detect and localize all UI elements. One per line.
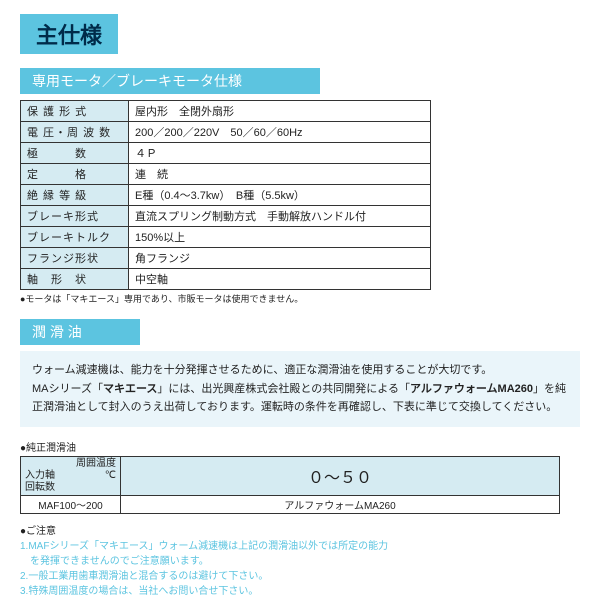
caution-list: 1.MAFシリーズ「マキエース」ウォーム減速機は上記の潤滑油以外では所定の能力 … [20,539,580,599]
desc-text: ウォーム減速機は、能力を十分発揮させるために、適正な潤滑油を使用することが大切で… [32,364,492,376]
desc-text: MAシリーズ「 [32,383,103,395]
motor-footnote: ●モータは「マキエース」専用であり、市販モータは使用できません。 [20,292,580,305]
spec-label: 軸 形 状 [21,269,129,290]
spec-value: ４Ｐ [129,143,431,164]
caution-item: 1.MAFシリーズ「マキエース」ウォーム減速機は上記の潤滑油以外では所定の能力 [20,539,580,554]
desc-text: 」には、出光興産株式会社殿との共同開発による「 [157,383,410,395]
spec-value: 150%以上 [129,227,431,248]
lube-col1-bot: 回転数 [25,482,116,494]
spec-value: 200／200／220V 50／60／60Hz [129,122,431,143]
spec-table: 保 護 形 式屋内形 全閉外扇形電 圧・周 波 数200／200／220V 50… [20,100,431,290]
spec-label: 絶 縁 等 級 [21,185,129,206]
spec-label: フランジ形状 [21,248,129,269]
spec-label: 極 数 [21,143,129,164]
spec-label: 電 圧・周 波 数 [21,122,129,143]
lube-col2-top: 周囲温度 [76,458,116,469]
main-title: 主仕様 [20,14,118,54]
lube-col1-top: 入力軸 [25,470,55,482]
desc-bold: アルファウォームMA260 [410,383,533,395]
spec-label: ブレーキ形式 [21,206,129,227]
spec-value: 連 続 [129,164,431,185]
lube-row-value: アルファウォームMA260 [121,496,560,514]
spec-value: 中空軸 [129,269,431,290]
spec-label: 保 護 形 式 [21,101,129,122]
lube-table: 入力軸 周囲温度 ℃ 回転数 ０～５０ MAF100～200 アルファウォームM… [20,456,560,514]
caution-item: 3.特殊周囲温度の場合は、当社へお問い合せ下さい。 [20,584,580,599]
lube-banner: 潤 滑 油 [20,319,140,345]
caution-title: ●ご注意 [20,522,580,537]
lube-col2-unit: ℃ [105,470,116,481]
lube-row-label: MAF100～200 [21,496,121,514]
desc-bold: マキエース [103,383,157,395]
spec-value: 屋内形 全閉外扇形 [129,101,431,122]
spec-label: 定 格 [21,164,129,185]
spec-label: ブレーキトルク [21,227,129,248]
lube-heading: ●純正潤滑油 [20,439,580,454]
spec-value: E種（0.4～3.7kw） B種（5.5kw） [129,185,431,206]
motor-spec-banner: 専用モータ／ブレーキモータ仕様 [20,68,320,94]
lube-range: ０～５０ [121,457,560,496]
caution-item: 2.一般工業用歯車潤滑油と混合するのは避けて下さい。 [20,569,580,584]
spec-value: 直流スプリング制動方式 手動解放ハンドル付 [129,206,431,227]
spec-value: 角フランジ [129,248,431,269]
lube-description: ウォーム減速機は、能力を十分発揮させるために、適正な潤滑油を使用することが大切で… [20,351,580,427]
caution-item: を発揮できませんのでご注意願います。 [20,554,580,569]
